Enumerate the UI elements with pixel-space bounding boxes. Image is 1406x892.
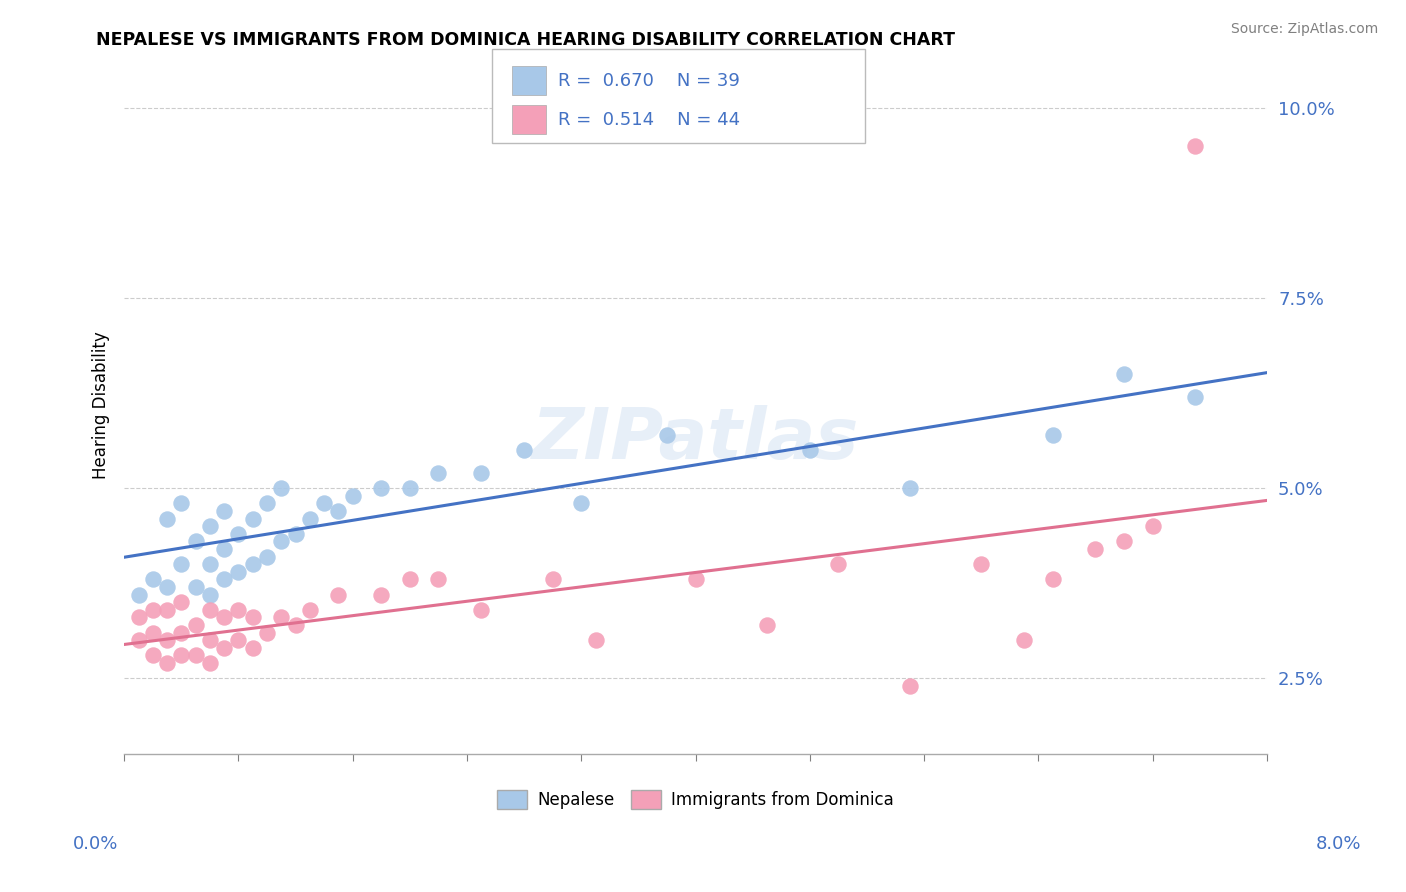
Point bbox=[198, 633, 221, 648]
Y-axis label: Hearing Disability: Hearing Disability bbox=[93, 331, 110, 478]
Point bbox=[342, 489, 364, 503]
Legend: Nepalese, Immigrants from Dominica: Nepalese, Immigrants from Dominica bbox=[491, 783, 901, 816]
Point bbox=[898, 679, 921, 693]
Point bbox=[198, 588, 221, 602]
Point bbox=[156, 511, 179, 525]
Point bbox=[142, 603, 165, 617]
Point bbox=[370, 481, 392, 495]
Point bbox=[655, 428, 678, 442]
Point bbox=[242, 511, 264, 525]
Point bbox=[399, 481, 422, 495]
Point bbox=[228, 603, 250, 617]
Point bbox=[170, 625, 193, 640]
Point bbox=[270, 610, 292, 624]
Point bbox=[569, 496, 592, 510]
Point bbox=[513, 443, 536, 458]
Point bbox=[156, 580, 179, 594]
Point bbox=[228, 526, 250, 541]
Point bbox=[1012, 633, 1035, 648]
Point bbox=[370, 588, 392, 602]
Point bbox=[156, 633, 179, 648]
Point bbox=[427, 573, 450, 587]
Point bbox=[256, 496, 278, 510]
Text: 8.0%: 8.0% bbox=[1316, 835, 1361, 853]
Point bbox=[1042, 428, 1064, 442]
Point bbox=[256, 625, 278, 640]
Point bbox=[142, 573, 165, 587]
Point bbox=[427, 466, 450, 480]
Point bbox=[970, 558, 993, 572]
Point bbox=[270, 534, 292, 549]
Point bbox=[298, 511, 321, 525]
Point bbox=[328, 588, 350, 602]
Text: NEPALESE VS IMMIGRANTS FROM DOMINICA HEARING DISABILITY CORRELATION CHART: NEPALESE VS IMMIGRANTS FROM DOMINICA HEA… bbox=[96, 31, 955, 49]
Point bbox=[799, 443, 821, 458]
Point bbox=[1112, 368, 1135, 382]
Point bbox=[170, 595, 193, 609]
Point bbox=[212, 640, 235, 655]
Point bbox=[198, 656, 221, 670]
Point bbox=[827, 558, 849, 572]
Point bbox=[470, 603, 492, 617]
Point bbox=[284, 526, 307, 541]
Point bbox=[1042, 573, 1064, 587]
Point bbox=[198, 558, 221, 572]
Point bbox=[228, 633, 250, 648]
Point bbox=[212, 542, 235, 557]
Point bbox=[184, 648, 207, 663]
Point bbox=[184, 580, 207, 594]
Point bbox=[898, 481, 921, 495]
Text: R =  0.514    N = 44: R = 0.514 N = 44 bbox=[558, 111, 741, 128]
Point bbox=[1142, 519, 1164, 533]
Point bbox=[212, 610, 235, 624]
Point bbox=[156, 603, 179, 617]
Point bbox=[184, 534, 207, 549]
Point bbox=[470, 466, 492, 480]
Point bbox=[128, 610, 150, 624]
Point bbox=[314, 496, 336, 510]
Text: R =  0.670    N = 39: R = 0.670 N = 39 bbox=[558, 71, 740, 89]
Point bbox=[170, 496, 193, 510]
Point bbox=[1112, 534, 1135, 549]
Point bbox=[541, 573, 564, 587]
Point bbox=[184, 618, 207, 632]
Text: ZIPatlas: ZIPatlas bbox=[531, 405, 859, 475]
Point bbox=[298, 603, 321, 617]
Point bbox=[142, 625, 165, 640]
Point bbox=[1184, 390, 1206, 404]
Point bbox=[212, 573, 235, 587]
Point bbox=[242, 610, 264, 624]
Point bbox=[198, 603, 221, 617]
Text: Source: ZipAtlas.com: Source: ZipAtlas.com bbox=[1230, 22, 1378, 37]
Point bbox=[242, 558, 264, 572]
Point bbox=[128, 633, 150, 648]
Point bbox=[270, 481, 292, 495]
Point bbox=[198, 519, 221, 533]
Point bbox=[328, 504, 350, 518]
Point bbox=[170, 648, 193, 663]
Point bbox=[756, 618, 779, 632]
Point bbox=[228, 565, 250, 579]
Point bbox=[256, 549, 278, 564]
Point bbox=[142, 648, 165, 663]
Point bbox=[1184, 139, 1206, 153]
Point bbox=[156, 656, 179, 670]
Point bbox=[212, 504, 235, 518]
Point bbox=[685, 573, 707, 587]
Point bbox=[1084, 542, 1107, 557]
Point bbox=[170, 558, 193, 572]
Point bbox=[284, 618, 307, 632]
Point bbox=[242, 640, 264, 655]
Point bbox=[585, 633, 607, 648]
Point bbox=[128, 588, 150, 602]
Text: 0.0%: 0.0% bbox=[73, 835, 118, 853]
Point bbox=[399, 573, 422, 587]
